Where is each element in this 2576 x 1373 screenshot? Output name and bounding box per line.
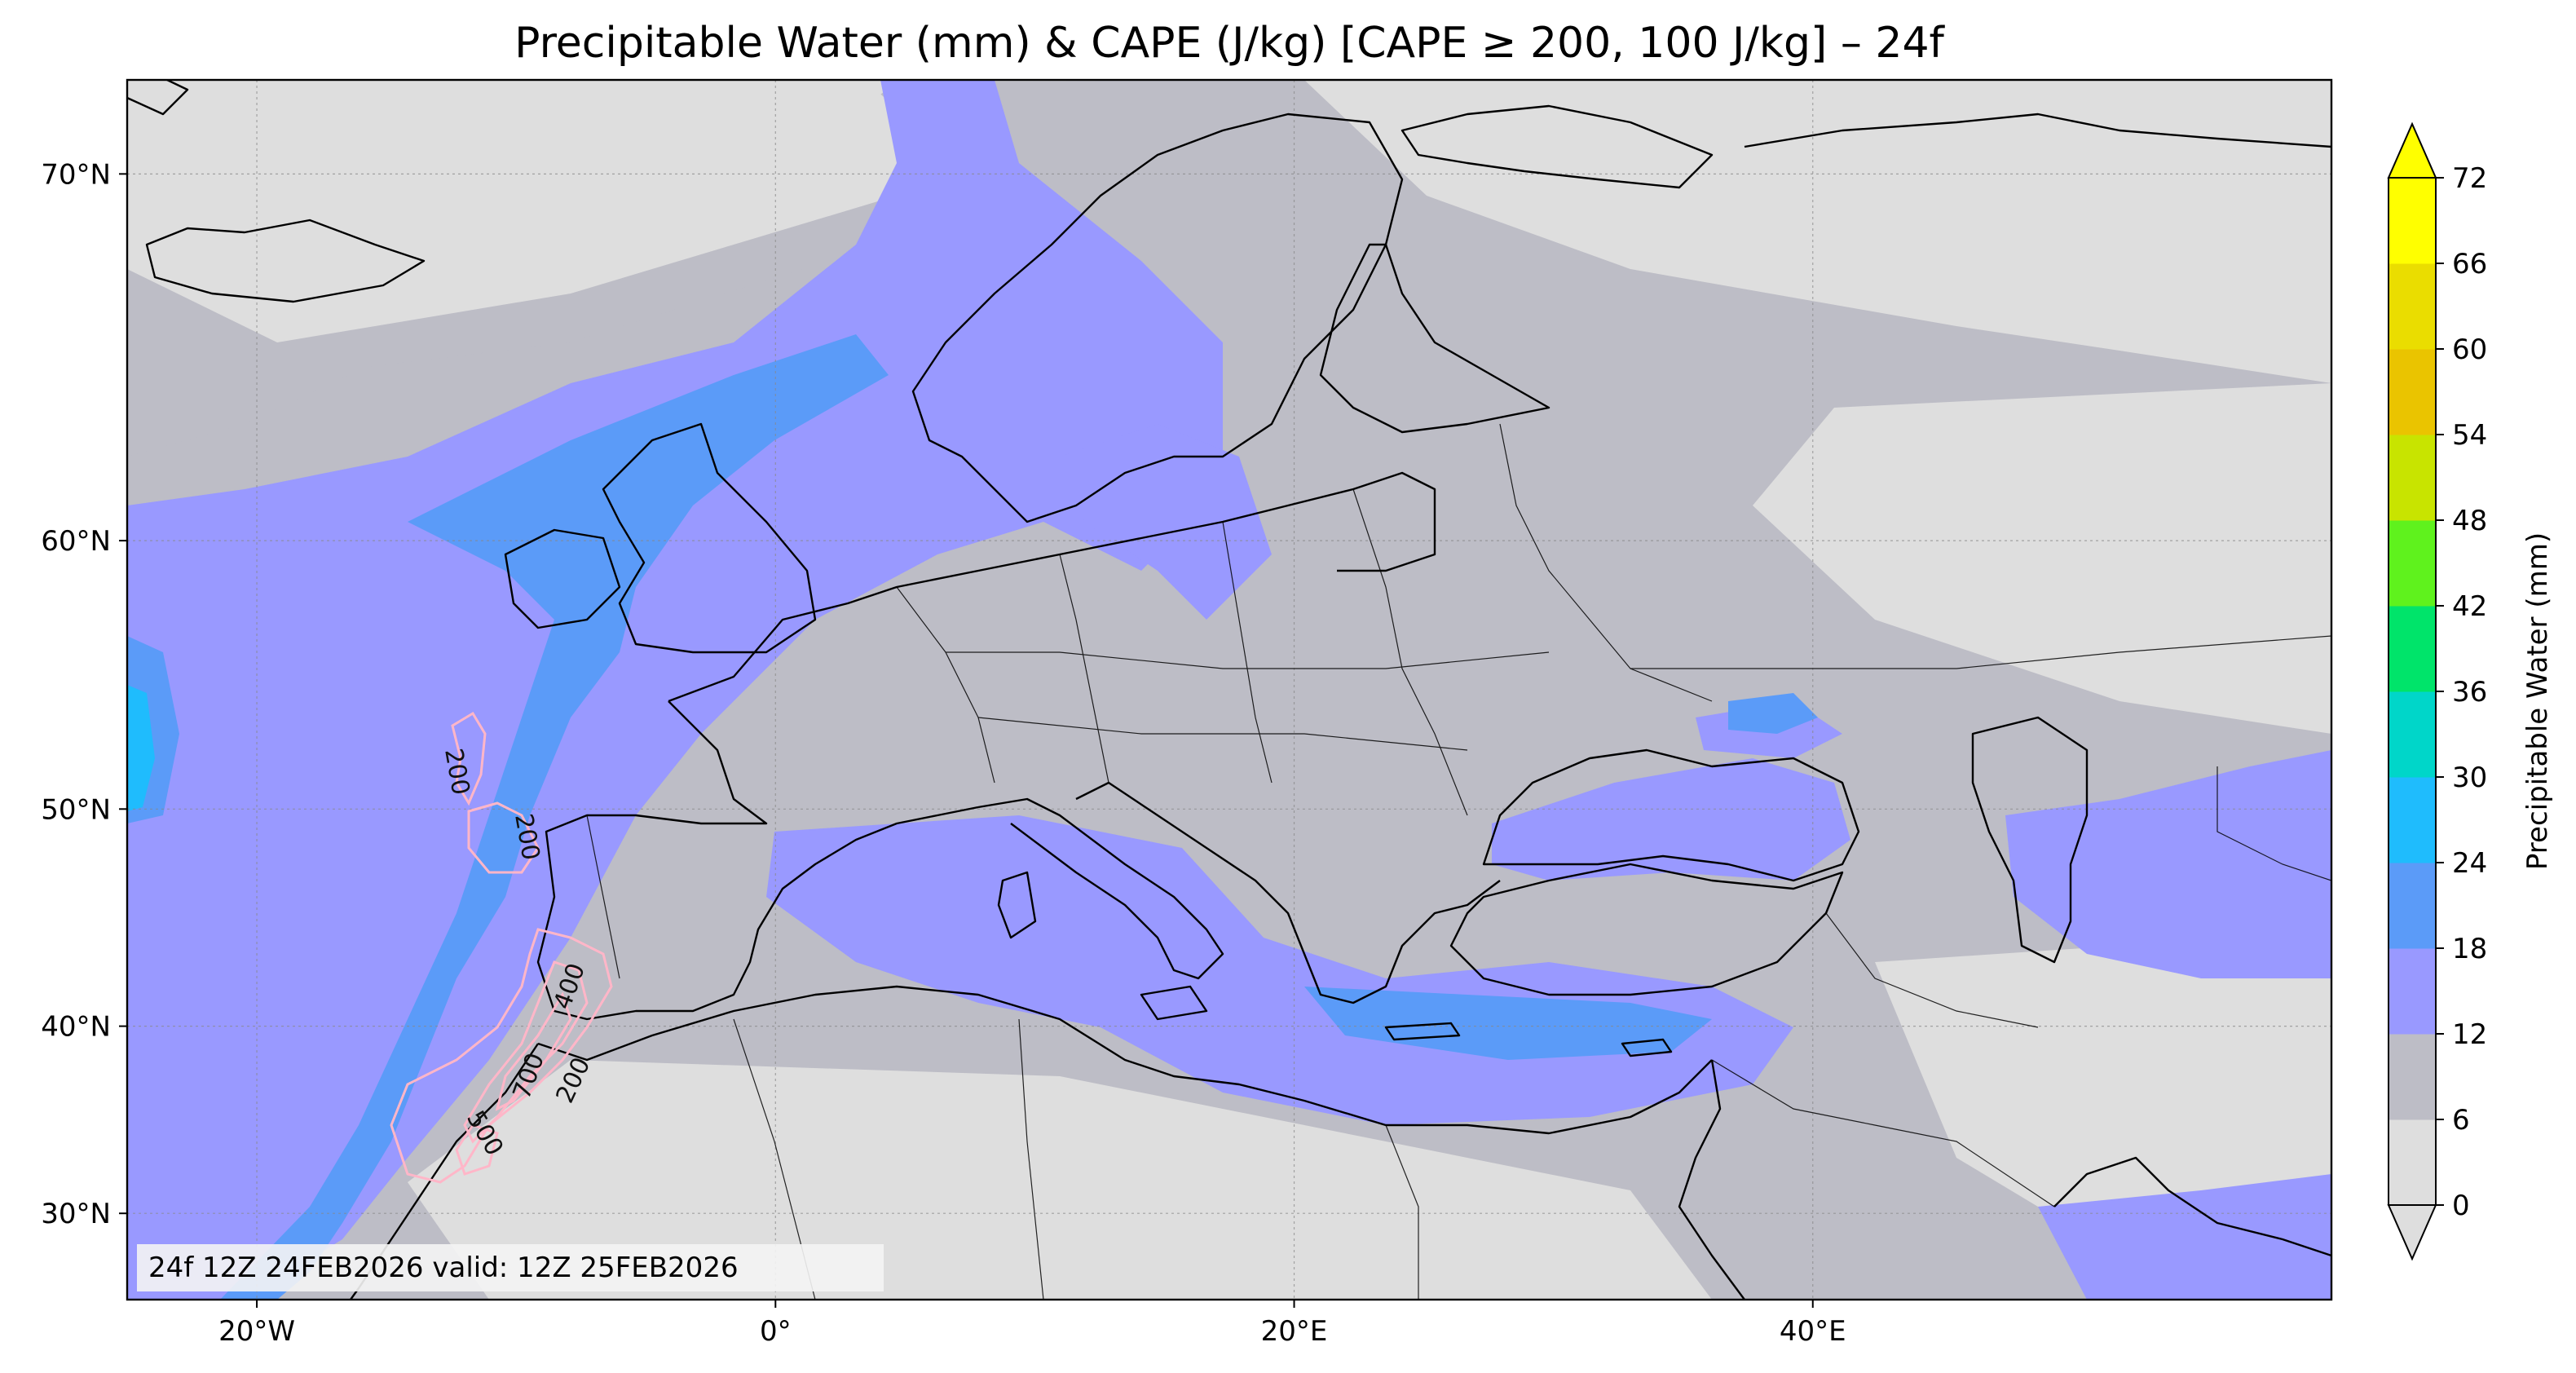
coast-levant-red-sea <box>1678 1059 1745 1300</box>
pw-class-12-18-atlantic <box>127 80 1223 1300</box>
coast-adriatic-balkans <box>1075 781 1501 1004</box>
colorbar-tick-label-2: 12 <box>2452 1018 2487 1051</box>
colorbar-segment-2 <box>2389 948 2436 1035</box>
colorbar-tick-label-12: 72 <box>2452 162 2487 195</box>
cape-contour-100-c <box>390 928 613 1184</box>
coast-britain <box>602 422 817 654</box>
colorbar-tick-label-6: 36 <box>2452 676 2487 709</box>
coast-black-sea <box>1482 748 1860 882</box>
info-box-background <box>137 1244 884 1291</box>
colorbar-tick-label-0: 0 <box>2452 1190 2470 1222</box>
longitude-ticks: 20°W 0° 20°E 40°E <box>218 1300 1846 1348</box>
colorbar-segment-4 <box>2389 777 2436 863</box>
pw-class-18-24-atlantic <box>220 334 889 1300</box>
colorbar-tick-label-9: 54 <box>2452 419 2487 452</box>
pw-class-0-6-patch-d <box>1875 946 2331 1256</box>
colorbar-extend-min <box>2387 1204 2437 1261</box>
pw-class-0-6-patch-a <box>1753 383 2331 734</box>
colorbar-tick-label-7: 42 <box>2452 590 2487 623</box>
colorbar-tick-label-1: 6 <box>2452 1104 2470 1137</box>
colorbar-tick-label-10: 60 <box>2452 333 2487 366</box>
lon-tick-label-0: 20°W <box>218 1315 295 1348</box>
pw-class-12-18-baltic <box>1060 424 1272 620</box>
coast-europe-main <box>668 471 1436 703</box>
pw-class-24-30-gulf <box>127 685 155 811</box>
pw-class-0-6-patch-c <box>408 1060 1712 1300</box>
map-panel[interactable]: 200 200 400 700 200 500 24f 12Z 24FEB202… <box>127 80 2331 1300</box>
coast-france-iberia <box>536 700 979 1021</box>
colorbar-segment-11 <box>2389 178 2436 264</box>
coast-greenland <box>127 80 189 116</box>
lon-tick-label-2: 20°E <box>1261 1315 1328 1348</box>
colorbar: 0 6 12 18 24 30 36 42 48 54 60 66 72 <box>2387 121 2487 1261</box>
coast-finland-kola <box>1319 104 1714 434</box>
colorbar-segment-8 <box>2389 435 2436 521</box>
cape-contour-700 <box>495 991 572 1111</box>
info-box-text: 24f 12Z 24FEB2026 valid: 12Z 25FEB2026 <box>148 1252 739 1284</box>
coast-north-africa <box>537 985 1713 1135</box>
info-box: 24f 12Z 24FEB2026 valid: 12Z 25FEB2026 <box>137 1244 884 1291</box>
coast-ireland <box>504 528 621 629</box>
pw-class-12-18-arabia <box>2038 1174 2331 1300</box>
colorbar-segment-1 <box>2389 1034 2436 1120</box>
lon-tick-label-3: 40°E <box>1780 1315 1846 1348</box>
lat-tick-label-3: 40°N <box>41 1011 111 1044</box>
cape-contour-500 <box>455 1124 499 1176</box>
pw-class-12-18-black-sea <box>1492 758 1850 881</box>
chart-title: Precipitable Water (mm) & CAPE (J/kg) [C… <box>514 19 1945 68</box>
colorbar-tick-label-11: 66 <box>2452 248 2487 280</box>
pw-class-0-6-patch-b <box>127 80 913 342</box>
coast-sicily-sardinia <box>997 871 1208 1021</box>
map-frame <box>126 78 2333 1301</box>
lat-tick-label-1: 60°N <box>41 525 111 558</box>
pw-class-18-24-med-east <box>1304 987 1712 1060</box>
cape-contours <box>390 711 613 1184</box>
colorbar-segment-10 <box>2389 263 2436 350</box>
colorbar-tick-label-3: 18 <box>2452 933 2487 965</box>
coast-gulf <box>2053 1156 2331 1257</box>
coast-iceland <box>145 219 426 303</box>
colorbar-segment-9 <box>2389 349 2436 435</box>
colorbar-segment-3 <box>2389 863 2436 949</box>
lon-tick-label-1: 0° <box>760 1315 792 1348</box>
colorbar-tick-label-5: 30 <box>2452 762 2487 794</box>
colorbar-tick-label-4: 24 <box>2452 847 2487 880</box>
gridlines <box>127 80 2331 1300</box>
colorbar-segment-6 <box>2389 606 2436 692</box>
lat-tick-label-2: 50°N <box>41 793 111 826</box>
country-borders <box>586 423 2331 1300</box>
coast-crete-cyprus <box>1384 1022 1673 1057</box>
colorbar-tick-label-8: 48 <box>2452 505 2487 537</box>
coast-turkey <box>1449 863 1844 996</box>
pw-class-18-24-black-sea <box>1728 693 1818 734</box>
coast-caspian <box>1971 716 2089 964</box>
lat-tick-label-4: 30°N <box>41 1198 111 1230</box>
colorbar-extend-max <box>2387 121 2437 179</box>
latitude-ticks: 70°N 60°N 50°N 40°N 30°N <box>41 158 127 1230</box>
colorbar-segment-0 <box>2389 1119 2436 1206</box>
cape-contour-200-b <box>467 801 540 874</box>
colorbar-label: Precipitable Water (mm) <box>2521 532 2554 870</box>
lat-tick-label-0: 70°N <box>41 158 111 191</box>
cape-contour-200-a <box>451 711 487 806</box>
coast-north-russia <box>1744 113 2331 148</box>
colorbar-segment-5 <box>2389 691 2436 778</box>
coast-italy <box>977 797 1224 980</box>
coast-scandinavia <box>911 113 1404 523</box>
colorbar-segment-7 <box>2389 520 2436 607</box>
